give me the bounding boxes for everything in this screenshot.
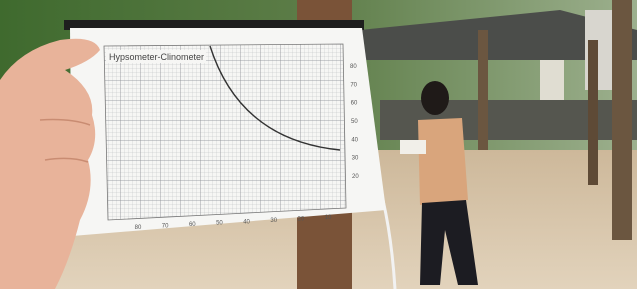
- bottom-scale-label: 50: [216, 221, 223, 227]
- notebook: [400, 140, 426, 154]
- grid: [104, 44, 346, 220]
- bottom-scale-label: 20: [298, 216, 305, 222]
- person-hair: [421, 81, 449, 115]
- card-title: Hypsometer-Clinometer: [109, 52, 204, 62]
- bottom-scale-label: 80: [135, 225, 142, 231]
- side-scale-label: 30: [352, 156, 359, 162]
- side-scale-label: 40: [351, 137, 358, 143]
- bottom-scale-label: 70: [162, 224, 169, 230]
- tree-trunk-thin: [588, 40, 598, 185]
- side-scale-label: 50: [351, 119, 358, 125]
- bottom-scale-label: 60: [189, 222, 196, 228]
- person-shirt: [418, 118, 468, 205]
- bottom-scale-label: 10: [325, 215, 332, 221]
- bottom-scale-label: 30: [270, 218, 277, 224]
- side-scale-label: 70: [350, 82, 357, 88]
- photo: Hypsometer-Clinometer 80 70 60 50 40 30 20 10 8…: [0, 0, 637, 289]
- statue-small: [540, 60, 564, 100]
- side-scale-label: 20: [352, 174, 359, 180]
- page: {"card": {"title": "Hypsometer-Clinomete…: [0, 0, 637, 289]
- side-scale-label: 80: [350, 64, 357, 70]
- bottom-scale-label: 40: [243, 219, 250, 225]
- tree-trunk-mid: [478, 30, 488, 150]
- tree-trunk-right: [612, 0, 632, 240]
- side-scale-label: 60: [351, 101, 358, 107]
